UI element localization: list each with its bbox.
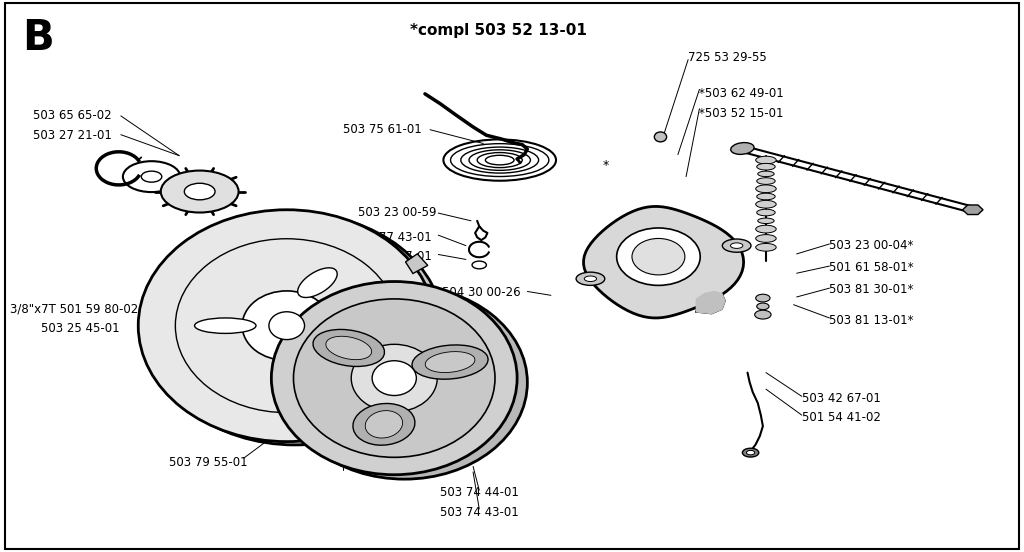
Text: 501 61 58-01*: 501 61 58-01*	[829, 261, 914, 274]
Ellipse shape	[654, 132, 667, 142]
Text: 3/8"x7T 501 59 80-02: 3/8"x7T 501 59 80-02	[10, 302, 138, 316]
Text: B: B	[23, 17, 54, 59]
Ellipse shape	[313, 330, 384, 367]
Ellipse shape	[351, 344, 437, 412]
Ellipse shape	[175, 238, 398, 413]
Ellipse shape	[161, 171, 239, 213]
Ellipse shape	[577, 272, 605, 285]
Text: 503 42 67-01: 503 42 67-01	[802, 392, 881, 405]
Text: 503 75 61-01: 503 75 61-01	[343, 123, 422, 136]
Ellipse shape	[756, 243, 776, 251]
Text: 503 65 65-02: 503 65 65-02	[33, 109, 112, 123]
Ellipse shape	[756, 225, 776, 233]
Ellipse shape	[123, 161, 180, 192]
Ellipse shape	[269, 312, 304, 339]
Ellipse shape	[271, 282, 517, 475]
Circle shape	[757, 303, 769, 310]
Ellipse shape	[184, 183, 215, 200]
Ellipse shape	[731, 142, 754, 155]
Text: 503 79 55-01: 503 79 55-01	[169, 455, 248, 469]
Ellipse shape	[195, 318, 256, 333]
Polygon shape	[406, 254, 428, 274]
Ellipse shape	[243, 291, 332, 360]
Polygon shape	[696, 291, 725, 314]
Text: 503 23 00-04*: 503 23 00-04*	[829, 239, 913, 252]
Ellipse shape	[138, 210, 435, 442]
Ellipse shape	[756, 156, 776, 164]
Ellipse shape	[616, 228, 700, 285]
Text: *503 52 15-01: *503 52 15-01	[699, 107, 784, 120]
Polygon shape	[963, 205, 983, 215]
Text: 503 27 21-01: 503 27 21-01	[33, 129, 112, 142]
Ellipse shape	[294, 299, 495, 457]
Ellipse shape	[412, 345, 488, 379]
Text: 503 81 13-01*: 503 81 13-01*	[829, 314, 914, 327]
Polygon shape	[584, 206, 743, 318]
Ellipse shape	[372, 361, 417, 395]
Ellipse shape	[141, 171, 162, 182]
Text: *503 62 49-01: *503 62 49-01	[699, 87, 784, 100]
Text: 504 30 00-26: 504 30 00-26	[442, 286, 521, 299]
Circle shape	[756, 294, 770, 302]
Ellipse shape	[756, 185, 776, 193]
Text: 503 23 00-59: 503 23 00-59	[358, 206, 437, 219]
Ellipse shape	[353, 404, 415, 445]
Text: 503 64 47-01: 503 64 47-01	[353, 250, 432, 263]
Ellipse shape	[757, 163, 775, 170]
Text: 503 81 30-01*: 503 81 30-01*	[829, 283, 913, 296]
Ellipse shape	[282, 286, 527, 479]
Ellipse shape	[632, 238, 685, 275]
Ellipse shape	[758, 171, 774, 177]
Circle shape	[746, 450, 755, 455]
Circle shape	[472, 261, 486, 269]
Ellipse shape	[757, 178, 775, 184]
Text: 503 77 43-01: 503 77 43-01	[353, 231, 432, 244]
Ellipse shape	[757, 209, 775, 216]
Ellipse shape	[425, 352, 475, 373]
Ellipse shape	[326, 336, 372, 360]
Circle shape	[755, 310, 771, 319]
Text: *compl 503 52 13-01: *compl 503 52 13-01	[411, 23, 587, 38]
Ellipse shape	[366, 411, 402, 438]
Ellipse shape	[756, 235, 776, 242]
Ellipse shape	[146, 213, 443, 445]
Circle shape	[742, 448, 759, 457]
Text: 501 54 41-02: 501 54 41-02	[802, 411, 881, 424]
Ellipse shape	[758, 218, 774, 224]
Ellipse shape	[756, 200, 776, 208]
Text: 503 74 43-01: 503 74 43-01	[440, 506, 519, 519]
Text: 503 25 45-01: 503 25 45-01	[41, 322, 120, 335]
Ellipse shape	[585, 276, 597, 282]
Ellipse shape	[722, 239, 751, 252]
Ellipse shape	[730, 243, 742, 248]
Text: *: *	[603, 159, 609, 172]
Ellipse shape	[298, 354, 337, 384]
Ellipse shape	[298, 268, 337, 298]
Text: 503 74 44-01: 503 74 44-01	[440, 486, 519, 500]
Ellipse shape	[757, 193, 775, 200]
Text: 725 53 29-55: 725 53 29-55	[688, 51, 767, 65]
